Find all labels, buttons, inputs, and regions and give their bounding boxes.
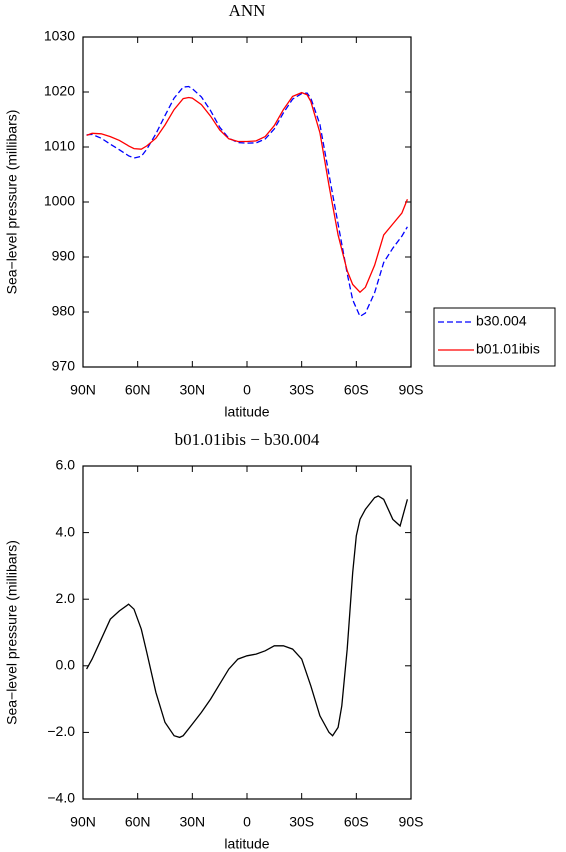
x-axis-label: latitude (224, 836, 269, 852)
x-tick-label: 30S (289, 814, 314, 830)
x-tick-label: 0 (243, 382, 251, 398)
chart-title: ANN (229, 1, 266, 20)
y-tick-label: 980 (52, 303, 76, 319)
y-axis-label: Sea−level pressure (millibars) (4, 110, 20, 295)
x-tick-label: 60N (125, 382, 151, 398)
y-tick-label: 1010 (44, 138, 75, 154)
y-tick-label: 6.0 (56, 457, 76, 473)
x-tick-label: 0 (243, 814, 251, 830)
y-tick-label: 1000 (44, 193, 75, 209)
data-line (86, 85, 408, 318)
y-tick-label: 1030 (44, 28, 75, 44)
chart-title: b01.01ibis − b30.004 (175, 430, 320, 449)
x-tick-label: 90S (399, 814, 424, 830)
x-tick-label: 90N (70, 382, 96, 398)
x-axis-label: latitude (224, 404, 269, 420)
x-tick-label: 60S (344, 382, 369, 398)
plot-frame (82, 36, 412, 368)
data-line (86, 495, 409, 739)
x-tick-label: 30N (179, 814, 205, 830)
y-tick-label: 1020 (44, 83, 75, 99)
y-tick-label: −2.0 (47, 723, 75, 739)
x-tick-label: 90S (399, 382, 424, 398)
y-tick-label: −4.0 (47, 790, 75, 806)
x-tick-label: 90N (70, 814, 96, 830)
y-tick-label: 2.0 (56, 590, 76, 606)
legend-label: b01.01ibis (476, 341, 540, 357)
y-axis-label: Sea−level pressure (millibars) (4, 540, 20, 725)
x-tick-label: 30N (179, 382, 205, 398)
x-tick-label: 60S (344, 814, 369, 830)
x-tick-label: 30S (289, 382, 314, 398)
legend-label: b30.004 (476, 313, 527, 329)
x-tick-label: 60N (125, 814, 151, 830)
y-tick-label: 970 (52, 358, 76, 374)
legend-box (433, 307, 556, 367)
y-tick-label: 4.0 (56, 523, 76, 539)
data-line (86, 91, 409, 294)
y-tick-label: 0.0 (56, 657, 76, 673)
y-tick-label: 990 (52, 248, 76, 264)
